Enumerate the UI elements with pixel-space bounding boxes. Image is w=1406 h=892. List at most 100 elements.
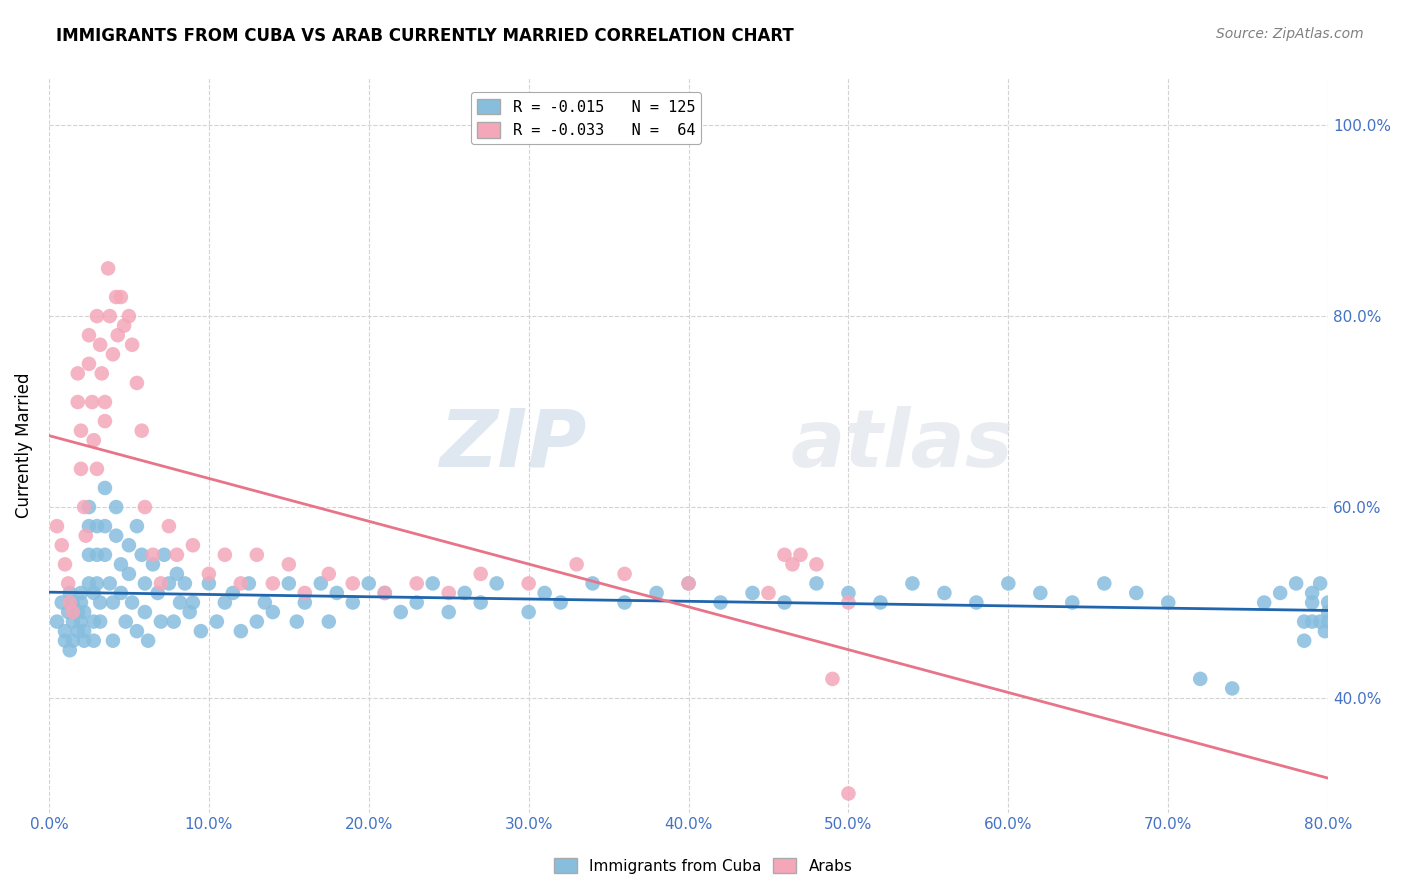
Point (105, 500, 128, 514)
Point (1125, 586, 1147, 600)
Point (53, 633, 76, 648)
Point (198, 576, 221, 591)
Text: IMMIGRANTS FROM CUBA VS ARAB CURRENTLY MARRIED CORRELATION CHART: IMMIGRANTS FROM CUBA VS ARAB CURRENTLY M… (56, 27, 794, 45)
Point (1220, 681, 1243, 696)
Point (142, 558, 165, 572)
Point (134, 605, 156, 619)
Legend: Immigrants from Cuba, Arabs: Immigrants from Cuba, Arabs (547, 852, 859, 880)
Point (277, 558, 299, 572)
Point (110, 586, 132, 600)
Point (66, 624, 89, 639)
Point (114, 615, 136, 629)
Point (53, 624, 76, 639)
Point (101, 633, 124, 648)
Point (901, 576, 924, 591)
Point (1294, 615, 1316, 629)
Point (1309, 576, 1331, 591)
Point (77, 519, 100, 533)
Point (179, 605, 201, 619)
Point (262, 576, 284, 591)
Point (869, 595, 891, 609)
Point (142, 548, 165, 562)
Point (821, 672, 844, 686)
Point (125, 519, 148, 533)
Point (678, 576, 700, 591)
Point (238, 576, 260, 591)
Point (70, 615, 93, 629)
Point (1301, 586, 1323, 600)
Point (1092, 576, 1115, 591)
Point (83, 434, 105, 448)
Point (837, 787, 859, 801)
Point (318, 615, 340, 629)
Point (190, 624, 212, 639)
Point (1317, 615, 1340, 629)
Legend: R = -0.015   N = 125, R = -0.033   N =  64: R = -0.015 N = 125, R = -0.033 N = 64 (471, 93, 702, 145)
Point (94, 395, 117, 409)
Point (86, 576, 108, 591)
Point (77, 357, 100, 371)
Point (94, 519, 117, 533)
Point (56, 576, 79, 591)
Point (253, 595, 276, 609)
Point (97, 261, 120, 276)
Point (470, 566, 492, 581)
Point (1309, 615, 1331, 629)
Point (1189, 672, 1212, 686)
Point (517, 605, 540, 619)
Point (110, 558, 132, 572)
Point (997, 576, 1019, 591)
Point (131, 424, 153, 438)
Point (246, 548, 269, 562)
Point (101, 595, 124, 609)
Text: atlas: atlas (792, 406, 1014, 484)
Point (198, 566, 221, 581)
Point (214, 548, 236, 562)
Point (837, 586, 859, 600)
Point (73, 605, 96, 619)
Point (70, 595, 93, 609)
Point (101, 347, 124, 361)
Point (1062, 595, 1084, 609)
Point (422, 576, 444, 591)
Point (134, 576, 156, 591)
Point (83, 615, 105, 629)
Point (62, 595, 84, 609)
Point (342, 576, 364, 591)
Point (806, 558, 828, 572)
Point (277, 576, 299, 591)
Point (550, 595, 572, 609)
Y-axis label: Currently Married: Currently Married (15, 372, 32, 517)
Point (1253, 595, 1275, 609)
Point (1301, 615, 1323, 629)
Point (94, 548, 117, 562)
Point (789, 548, 811, 562)
Point (163, 615, 186, 629)
Point (157, 576, 180, 591)
Point (965, 595, 987, 609)
Point (374, 586, 396, 600)
Point (285, 615, 308, 629)
Point (86, 462, 108, 476)
Point (62, 605, 84, 619)
Point (121, 337, 143, 351)
Point (374, 586, 396, 600)
Point (105, 290, 128, 304)
Point (782, 558, 804, 572)
Point (1301, 595, 1323, 609)
Point (149, 576, 172, 591)
Point (709, 595, 731, 609)
Point (294, 595, 316, 609)
Point (118, 309, 141, 323)
Point (262, 605, 284, 619)
Point (82, 395, 104, 409)
Point (1294, 633, 1316, 648)
Text: ZIP: ZIP (439, 406, 586, 484)
Point (613, 595, 636, 609)
Point (70, 462, 93, 476)
Point (437, 605, 460, 619)
Point (107, 328, 129, 343)
Point (136, 633, 159, 648)
Point (294, 586, 316, 600)
Point (70, 424, 93, 438)
